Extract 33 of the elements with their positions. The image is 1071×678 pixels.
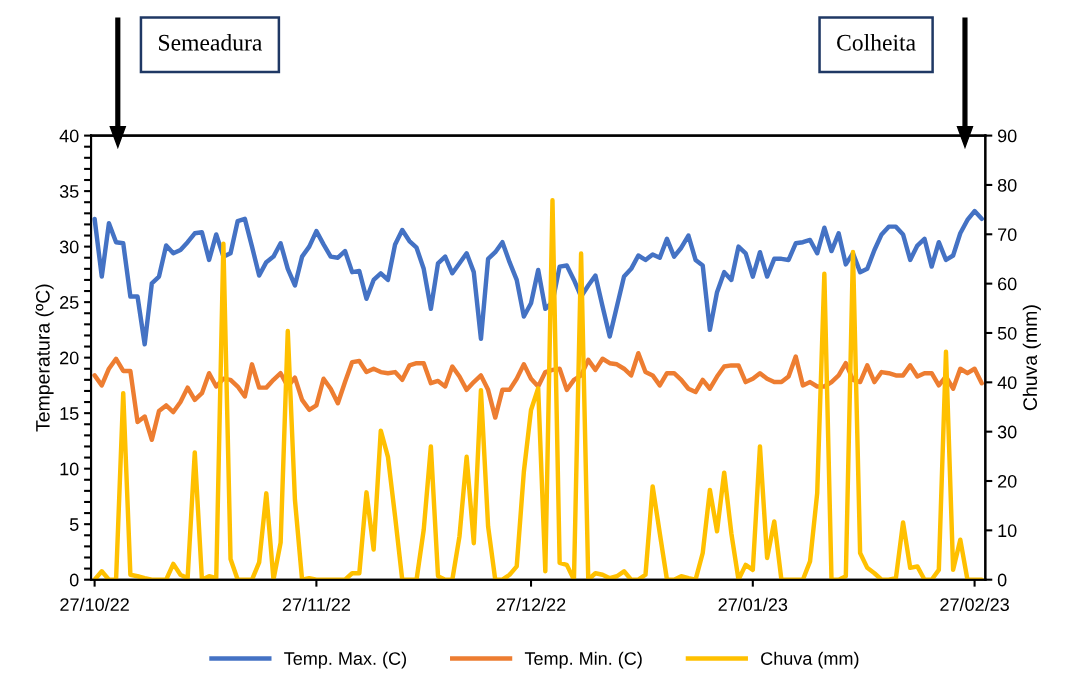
y2-tick-label: 40 bbox=[997, 376, 1017, 390]
x-tick-label: 27/11/22 bbox=[282, 597, 350, 612]
y2-tick-label: 30 bbox=[997, 425, 1017, 439]
y-tick-label: 20 bbox=[60, 351, 79, 365]
text: Colheita bbox=[837, 34, 916, 51]
y2-tick-label: 0 bbox=[997, 573, 1007, 587]
y2-tick-label: 90 bbox=[997, 129, 1017, 143]
y-axis-title: Temperatura (ºC) bbox=[35, 284, 54, 432]
y2-axis-title: Chuva (mm) bbox=[1022, 305, 1041, 411]
y2-tick-label: 20 bbox=[998, 474, 1017, 488]
y-tick-label: 30 bbox=[59, 240, 79, 254]
legend-label: Temp. Max. (C) bbox=[284, 651, 406, 669]
y2-tick-label: 70 bbox=[998, 228, 1017, 242]
y-tick-label: 0 bbox=[69, 573, 79, 587]
y-tick-label: 40 bbox=[59, 129, 79, 143]
x-tick-label: 27/12/22 bbox=[496, 597, 566, 612]
y-tick-label: 5 bbox=[69, 518, 79, 531]
y-tick-label: 25 bbox=[60, 296, 79, 309]
legend-label: Chuva (mm) bbox=[761, 651, 859, 669]
x-tick-label: 27/10/22 bbox=[60, 597, 129, 612]
y2-tick-label: 80 bbox=[997, 178, 1017, 192]
y-tick-label: 35 bbox=[59, 185, 79, 198]
x-tick-label: 27/01/23 bbox=[718, 597, 788, 612]
x-tick-label: 27/02/23 bbox=[940, 597, 1009, 612]
y2-tick-label: 50 bbox=[997, 326, 1017, 340]
text: Semeadura bbox=[159, 34, 263, 51]
line-series bbox=[92, 208, 984, 347]
y-tick-label: 15 bbox=[60, 407, 79, 420]
line-series bbox=[92, 350, 984, 443]
y-tick-label: 10 bbox=[60, 462, 79, 476]
y2-tick-label: 10 bbox=[998, 524, 1017, 538]
y2-tick-label: 60 bbox=[998, 277, 1017, 291]
legend-label: Temp. Min. (C) bbox=[524, 651, 642, 669]
